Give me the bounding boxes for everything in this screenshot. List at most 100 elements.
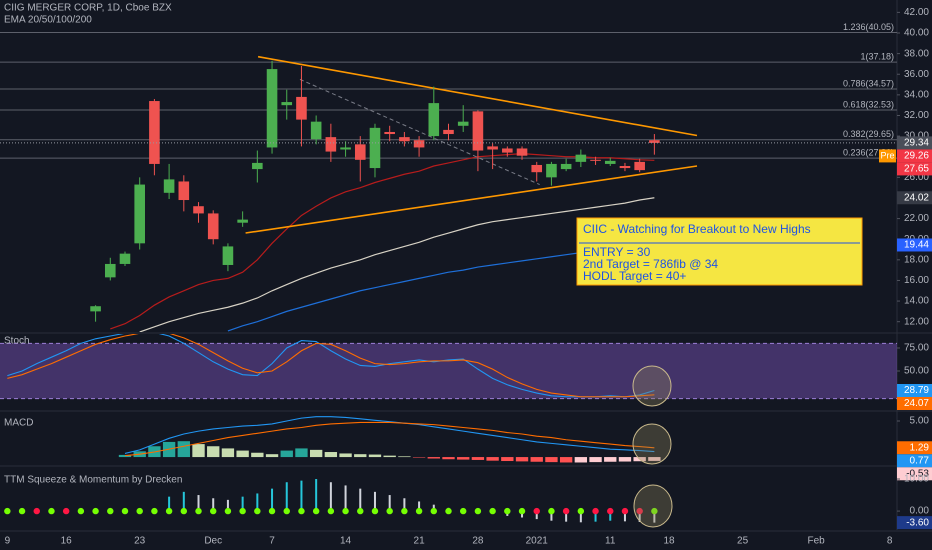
- x-tick-label: 25: [737, 536, 749, 547]
- candle-body: [207, 213, 219, 240]
- macd-bar: [221, 448, 235, 458]
- price-marker: [897, 149, 932, 163]
- macd-bar: [192, 444, 205, 458]
- squeeze-dot: [224, 507, 232, 515]
- squeeze-dot: [533, 507, 540, 515]
- y-tick-label: 50.00: [904, 366, 929, 377]
- squeeze-dot: [136, 507, 143, 515]
- squeeze-dot: [210, 507, 217, 515]
- trendline: [299, 78, 540, 186]
- candle-body: [443, 129, 454, 135]
- candle-body: [516, 148, 528, 156]
- price-marker: [897, 454, 932, 468]
- candle-body: [560, 163, 572, 170]
- y-tick-label: 16.00: [904, 275, 929, 286]
- candle-body: [546, 163, 557, 178]
- momentum-bar: [329, 482, 332, 512]
- squeeze-dot: [518, 507, 526, 515]
- y-tick-label: 26.00: [904, 172, 929, 183]
- momentum-bar: [315, 479, 318, 512]
- momentum-bar: [359, 488, 362, 512]
- stoch-pane: [0, 334, 897, 400]
- squeeze-dot: [151, 507, 158, 515]
- squeeze-dot: [239, 507, 246, 515]
- macd-bar: [648, 457, 661, 461]
- squeeze-dot: [18, 507, 26, 515]
- candle-body: [119, 253, 131, 264]
- candle-body: [296, 96, 307, 120]
- price-marker-label: 24.07: [904, 398, 929, 409]
- momentum-bar: [521, 511, 524, 518]
- pane-title: TTM Squeeze & Momentum by Drecken: [4, 475, 182, 486]
- fib-label: 0.236(27.86): [843, 148, 894, 158]
- y-tick-label: 40.00: [904, 28, 929, 39]
- price-marker: [897, 384, 932, 398]
- pre-tag-label: Pre: [880, 150, 894, 160]
- squeeze-dot: [430, 507, 437, 515]
- momentum-bar: [256, 493, 259, 512]
- stoch-line: [7, 334, 655, 398]
- momentum-bar: [535, 511, 538, 520]
- momentum-bar: [344, 485, 347, 512]
- macd-bar: [118, 454, 132, 458]
- x-tick-label: 9: [5, 536, 11, 547]
- candle-body: [531, 164, 543, 173]
- candle-body: [325, 137, 337, 152]
- momentum-bar: [594, 511, 597, 522]
- highlight-circle: [633, 484, 673, 528]
- macd-bar: [309, 449, 323, 458]
- candle-body: [354, 144, 366, 160]
- macd-line: [124, 421, 655, 457]
- candle-body: [104, 263, 116, 278]
- candle-body: [575, 154, 587, 162]
- squeeze-dot: [33, 507, 40, 515]
- stoch-line: [7, 334, 655, 398]
- highlight-circle: [632, 423, 672, 465]
- y-tick-label: 30.00: [904, 131, 929, 142]
- y-tick-label: 22.00: [904, 213, 929, 224]
- momentum-bar: [300, 480, 303, 512]
- macd-bar: [295, 448, 308, 458]
- trendline: [245, 165, 698, 234]
- squeeze-dot: [607, 507, 614, 515]
- momentum-bar: [212, 498, 215, 512]
- price-marker-label: 28.79: [904, 385, 929, 396]
- squeeze-dot: [268, 507, 276, 515]
- price-marker: [897, 467, 932, 481]
- squeeze-dot: [4, 507, 11, 515]
- x-tick-label: 2021: [526, 536, 549, 547]
- squeeze-dot: [636, 507, 643, 515]
- squeeze-dot: [504, 507, 511, 515]
- x-tick-label: 28: [472, 536, 484, 547]
- candle-body: [399, 137, 410, 142]
- y-tick-label: 75.00: [904, 343, 929, 354]
- macd-bar: [530, 457, 543, 462]
- annotation-line: HODL Target = 40+: [583, 269, 686, 283]
- momentum-bar: [373, 491, 376, 512]
- momentum-bar: [653, 511, 656, 523]
- price-marker: [897, 397, 932, 411]
- squeeze-dot: [371, 507, 379, 515]
- x-tick-label: Feb: [808, 536, 826, 547]
- squeeze-dot: [548, 507, 555, 515]
- candle-body: [149, 101, 160, 164]
- squeeze-dot: [651, 507, 658, 515]
- macd-bar: [574, 457, 588, 463]
- candle-body: [413, 140, 425, 148]
- squeeze-dot: [62, 507, 70, 515]
- trendline: [257, 55, 698, 137]
- squeeze-dot: [445, 507, 452, 515]
- candle-body: [457, 121, 469, 126]
- x-tick-label: 8: [887, 536, 893, 547]
- x-tick-label: 14: [340, 536, 352, 547]
- candle-body: [222, 246, 234, 265]
- squeeze-dot: [298, 507, 305, 515]
- candle-body: [487, 146, 498, 150]
- macd-bar: [545, 457, 558, 463]
- squeeze-dot: [592, 507, 599, 515]
- macd-bar: [501, 457, 514, 462]
- macd-bar: [383, 455, 396, 458]
- macd-bar: [207, 446, 220, 458]
- candle-body: [502, 148, 513, 153]
